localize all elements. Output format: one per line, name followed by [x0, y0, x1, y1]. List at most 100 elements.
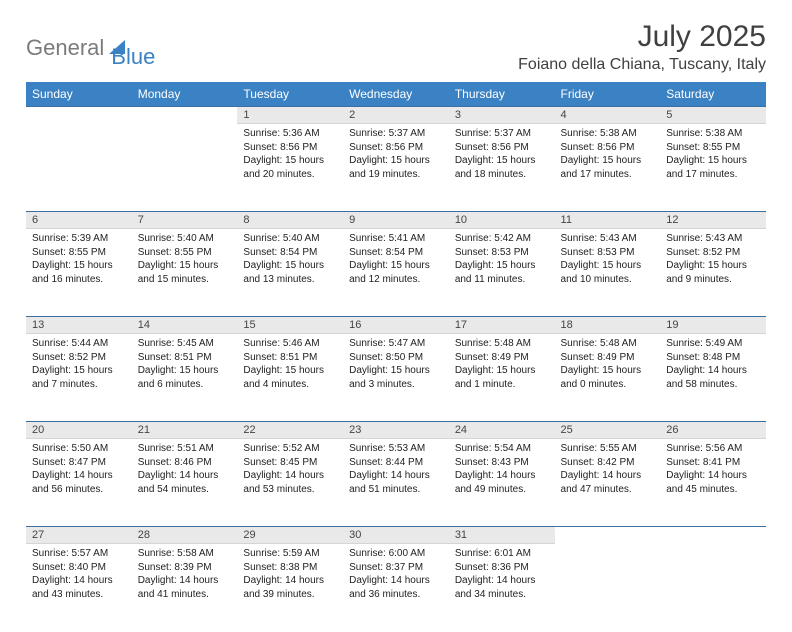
day-details: Sunrise: 5:58 AMSunset: 8:39 PMDaylight:… — [132, 544, 238, 607]
day-number-cell: 21 — [132, 422, 238, 439]
day-number-cell: 22 — [237, 422, 343, 439]
day-number-cell: 29 — [237, 527, 343, 544]
day-number-cell: 12 — [660, 212, 766, 229]
day-number-cell: 17 — [449, 317, 555, 334]
day-number-row: 13141516171819 — [26, 317, 766, 334]
day-number-cell: 5 — [660, 107, 766, 124]
day-number-cell: 9 — [343, 212, 449, 229]
day-content-cell: Sunrise: 5:56 AMSunset: 8:41 PMDaylight:… — [660, 439, 766, 527]
day-details: Sunrise: 5:57 AMSunset: 8:40 PMDaylight:… — [26, 544, 132, 607]
day-details: Sunrise: 5:48 AMSunset: 8:49 PMDaylight:… — [555, 334, 661, 397]
day-details: Sunrise: 5:56 AMSunset: 8:41 PMDaylight:… — [660, 439, 766, 502]
day-number-cell: 26 — [660, 422, 766, 439]
day-content-cell: Sunrise: 5:59 AMSunset: 8:38 PMDaylight:… — [237, 544, 343, 632]
weekday-header: Wednesday — [343, 82, 449, 107]
day-number-cell: 16 — [343, 317, 449, 334]
day-details: Sunrise: 5:45 AMSunset: 8:51 PMDaylight:… — [132, 334, 238, 397]
day-content-cell: Sunrise: 5:37 AMSunset: 8:56 PMDaylight:… — [343, 124, 449, 212]
day-number-cell — [555, 527, 661, 544]
day-details: Sunrise: 5:40 AMSunset: 8:55 PMDaylight:… — [132, 229, 238, 292]
day-details: Sunrise: 5:50 AMSunset: 8:47 PMDaylight:… — [26, 439, 132, 502]
day-number-row: 20212223242526 — [26, 422, 766, 439]
calendar-table: Sunday Monday Tuesday Wednesday Thursday… — [26, 82, 766, 632]
day-content-cell: Sunrise: 5:43 AMSunset: 8:53 PMDaylight:… — [555, 229, 661, 317]
day-content-cell — [26, 124, 132, 212]
weekday-header: Monday — [132, 82, 238, 107]
day-content-row: Sunrise: 5:36 AMSunset: 8:56 PMDaylight:… — [26, 124, 766, 212]
day-content-cell: Sunrise: 5:50 AMSunset: 8:47 PMDaylight:… — [26, 439, 132, 527]
day-number-cell — [132, 107, 238, 124]
day-content-cell — [660, 544, 766, 632]
day-details: Sunrise: 5:40 AMSunset: 8:54 PMDaylight:… — [237, 229, 343, 292]
day-details: Sunrise: 5:54 AMSunset: 8:43 PMDaylight:… — [449, 439, 555, 502]
day-number-cell — [660, 527, 766, 544]
day-content-cell: Sunrise: 5:49 AMSunset: 8:48 PMDaylight:… — [660, 334, 766, 422]
day-details: Sunrise: 5:48 AMSunset: 8:49 PMDaylight:… — [449, 334, 555, 397]
day-number-cell: 2 — [343, 107, 449, 124]
day-details: Sunrise: 6:00 AMSunset: 8:37 PMDaylight:… — [343, 544, 449, 607]
day-number-cell: 4 — [555, 107, 661, 124]
day-content-cell: Sunrise: 5:45 AMSunset: 8:51 PMDaylight:… — [132, 334, 238, 422]
day-content-cell: Sunrise: 5:51 AMSunset: 8:46 PMDaylight:… — [132, 439, 238, 527]
day-details: Sunrise: 5:53 AMSunset: 8:44 PMDaylight:… — [343, 439, 449, 502]
day-details: Sunrise: 5:42 AMSunset: 8:53 PMDaylight:… — [449, 229, 555, 292]
day-content-cell: Sunrise: 5:40 AMSunset: 8:54 PMDaylight:… — [237, 229, 343, 317]
day-content-row: Sunrise: 5:57 AMSunset: 8:40 PMDaylight:… — [26, 544, 766, 632]
day-content-cell — [555, 544, 661, 632]
header: General Blue July 2025 Foiano della Chia… — [26, 20, 766, 74]
day-content-cell: Sunrise: 5:38 AMSunset: 8:56 PMDaylight:… — [555, 124, 661, 212]
day-content-cell: Sunrise: 5:47 AMSunset: 8:50 PMDaylight:… — [343, 334, 449, 422]
day-details: Sunrise: 5:38 AMSunset: 8:56 PMDaylight:… — [555, 124, 661, 187]
day-number-cell: 11 — [555, 212, 661, 229]
day-content-row: Sunrise: 5:50 AMSunset: 8:47 PMDaylight:… — [26, 439, 766, 527]
page-title: July 2025 — [518, 20, 766, 54]
day-number-cell: 3 — [449, 107, 555, 124]
day-number-cell: 24 — [449, 422, 555, 439]
day-number-cell: 23 — [343, 422, 449, 439]
day-number-cell: 6 — [26, 212, 132, 229]
day-content-cell: Sunrise: 5:54 AMSunset: 8:43 PMDaylight:… — [449, 439, 555, 527]
day-number-cell: 31 — [449, 527, 555, 544]
day-number-row: 2728293031 — [26, 527, 766, 544]
day-details: Sunrise: 5:59 AMSunset: 8:38 PMDaylight:… — [237, 544, 343, 607]
day-number-cell: 1 — [237, 107, 343, 124]
day-content-cell: Sunrise: 5:39 AMSunset: 8:55 PMDaylight:… — [26, 229, 132, 317]
weekday-header-row: Sunday Monday Tuesday Wednesday Thursday… — [26, 82, 766, 107]
day-details: Sunrise: 5:47 AMSunset: 8:50 PMDaylight:… — [343, 334, 449, 397]
day-details: Sunrise: 5:37 AMSunset: 8:56 PMDaylight:… — [343, 124, 449, 187]
day-content-cell: Sunrise: 5:48 AMSunset: 8:49 PMDaylight:… — [555, 334, 661, 422]
weekday-header: Thursday — [449, 82, 555, 107]
day-number-cell: 25 — [555, 422, 661, 439]
day-details: Sunrise: 5:51 AMSunset: 8:46 PMDaylight:… — [132, 439, 238, 502]
day-details: Sunrise: 5:38 AMSunset: 8:55 PMDaylight:… — [660, 124, 766, 187]
day-details: Sunrise: 5:39 AMSunset: 8:55 PMDaylight:… — [26, 229, 132, 292]
weekday-header: Friday — [555, 82, 661, 107]
day-content-row: Sunrise: 5:44 AMSunset: 8:52 PMDaylight:… — [26, 334, 766, 422]
day-number-row: 12345 — [26, 107, 766, 124]
title-block: July 2025 Foiano della Chiana, Tuscany, … — [518, 20, 766, 74]
day-content-cell: Sunrise: 5:46 AMSunset: 8:51 PMDaylight:… — [237, 334, 343, 422]
location-text: Foiano della Chiana, Tuscany, Italy — [518, 56, 766, 74]
weekday-header: Tuesday — [237, 82, 343, 107]
day-number-cell: 28 — [132, 527, 238, 544]
day-content-cell: Sunrise: 5:48 AMSunset: 8:49 PMDaylight:… — [449, 334, 555, 422]
day-content-cell: Sunrise: 5:36 AMSunset: 8:56 PMDaylight:… — [237, 124, 343, 212]
day-details: Sunrise: 5:43 AMSunset: 8:53 PMDaylight:… — [555, 229, 661, 292]
day-content-row: Sunrise: 5:39 AMSunset: 8:55 PMDaylight:… — [26, 229, 766, 317]
day-number-cell: 19 — [660, 317, 766, 334]
day-content-cell: Sunrise: 5:37 AMSunset: 8:56 PMDaylight:… — [449, 124, 555, 212]
day-number-cell: 8 — [237, 212, 343, 229]
day-details: Sunrise: 5:41 AMSunset: 8:54 PMDaylight:… — [343, 229, 449, 292]
day-details: Sunrise: 5:55 AMSunset: 8:42 PMDaylight:… — [555, 439, 661, 502]
logo-text-general: General — [26, 35, 104, 61]
day-details: Sunrise: 5:43 AMSunset: 8:52 PMDaylight:… — [660, 229, 766, 292]
day-number-cell: 15 — [237, 317, 343, 334]
weekday-header: Sunday — [26, 82, 132, 107]
day-content-cell: Sunrise: 5:41 AMSunset: 8:54 PMDaylight:… — [343, 229, 449, 317]
day-number-cell: 10 — [449, 212, 555, 229]
day-number-cell: 13 — [26, 317, 132, 334]
logo: General Blue — [26, 20, 155, 70]
day-details: Sunrise: 6:01 AMSunset: 8:36 PMDaylight:… — [449, 544, 555, 607]
day-number-cell: 14 — [132, 317, 238, 334]
day-content-cell: Sunrise: 5:58 AMSunset: 8:39 PMDaylight:… — [132, 544, 238, 632]
